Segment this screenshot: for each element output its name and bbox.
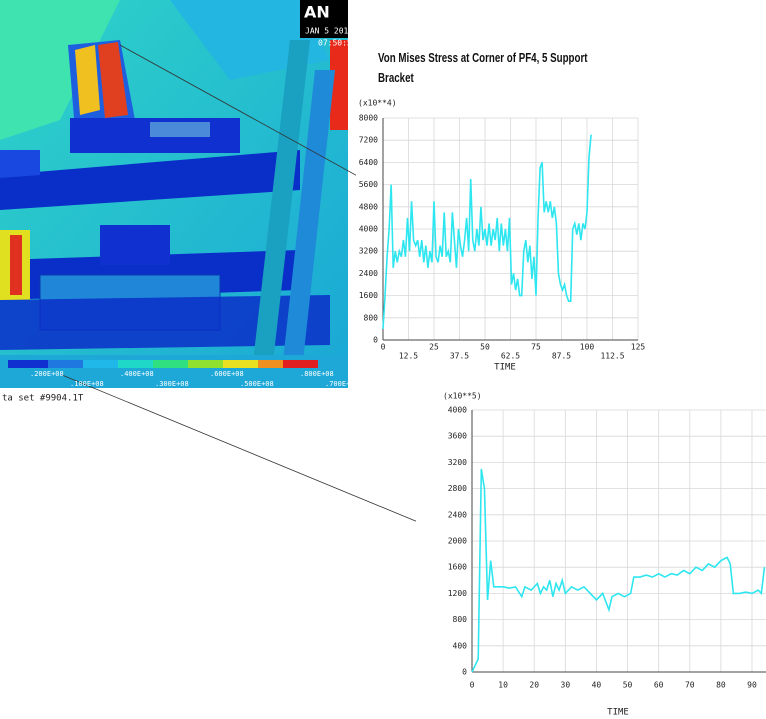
colorbar-label: .300E+08 (155, 380, 189, 388)
y-tick-label: 6400 (359, 158, 378, 167)
fea-render (0, 0, 348, 388)
y-tick-label: 2400 (359, 269, 378, 278)
y-tick-label: 400 (453, 641, 468, 650)
x-tick-label: 80 (716, 681, 726, 690)
x-tick-label: 20 (529, 681, 539, 690)
y-tick-label: 2800 (448, 484, 467, 493)
colorbar-label: .800E+08 (300, 370, 334, 378)
y-tick-label: 3200 (359, 247, 378, 256)
colorbar-label: .400E+08 (120, 370, 154, 378)
x-tick-label: 112.5 (600, 352, 624, 361)
y-tick-label: 1600 (359, 291, 378, 300)
x-tick-label: 0 (470, 681, 475, 690)
x-tick-label: 10 (498, 681, 508, 690)
y-tick-label: 0 (462, 668, 467, 677)
y-tick-label: 4000 (359, 225, 378, 234)
x-tick-label: 60 (654, 681, 664, 690)
y-tick-label: 3200 (448, 458, 467, 467)
y-axis-label: (x10**5) (443, 392, 482, 401)
y-tick-label: 1200 (448, 589, 467, 598)
x-tick-label: 12.5 (399, 352, 418, 361)
y-tick-label: 7200 (359, 136, 378, 145)
y-tick-label: 0 (373, 336, 378, 345)
footer: ta set #9904.1T (2, 394, 84, 404)
y-tick-label: 800 (364, 313, 379, 322)
colorbar-label: .200E+08 (30, 370, 64, 378)
y-tick-label: 5600 (359, 180, 378, 189)
y-tick-label: 8000 (359, 114, 378, 123)
time: 07:50:57 (318, 39, 357, 48)
x-tick-label: 100 (580, 343, 595, 352)
x-tick-label: 50 (623, 681, 633, 690)
colorbar-label: .500E+08 (240, 380, 274, 388)
date: JAN 5 2010 (305, 27, 353, 36)
x-tick-label: 40 (592, 681, 602, 690)
x-tick-label: 50 (480, 343, 490, 352)
x-tick-label: 37.5 (450, 352, 469, 361)
x-tick-label: 70 (685, 681, 695, 690)
colorbar-label: .600E+08 (210, 370, 244, 378)
colorbar-label: .100E+08 (70, 380, 104, 388)
x-tick-label: 75 (531, 343, 541, 352)
x-tick-label: 87.5 (552, 352, 571, 361)
x-axis-label: TIME (607, 708, 629, 718)
y-tick-label: 800 (453, 615, 468, 624)
x-tick-label: 25 (429, 343, 439, 352)
y-tick-label: 3600 (448, 432, 467, 441)
x-tick-label: 90 (747, 681, 757, 690)
data-line (471, 468, 766, 673)
leader-line (61, 374, 419, 523)
y-tick-label: 2000 (448, 537, 467, 546)
x-tick-label: 62.5 (501, 352, 520, 361)
y-axis-label: (x10**4) (358, 99, 397, 108)
x-tick-label: 0 (381, 343, 386, 352)
logo: AN (304, 3, 330, 22)
x-axis-label: TIME (494, 363, 516, 373)
x-tick-label: 125 (631, 343, 646, 352)
y-tick-label: 4800 (359, 202, 378, 211)
y-tick-label: 1600 (448, 563, 467, 572)
y-tick-label: 2400 (448, 510, 467, 519)
chart-frame (416, 386, 766, 719)
x-tick-label: 30 (561, 681, 571, 690)
y-tick-label: 4000 (448, 406, 467, 415)
data-line (382, 134, 592, 329)
chart-title: Von Mises Stress at Corner of PF4, 5 Sup… (378, 50, 588, 85)
colorbar-label: .700E+08 (325, 380, 359, 388)
